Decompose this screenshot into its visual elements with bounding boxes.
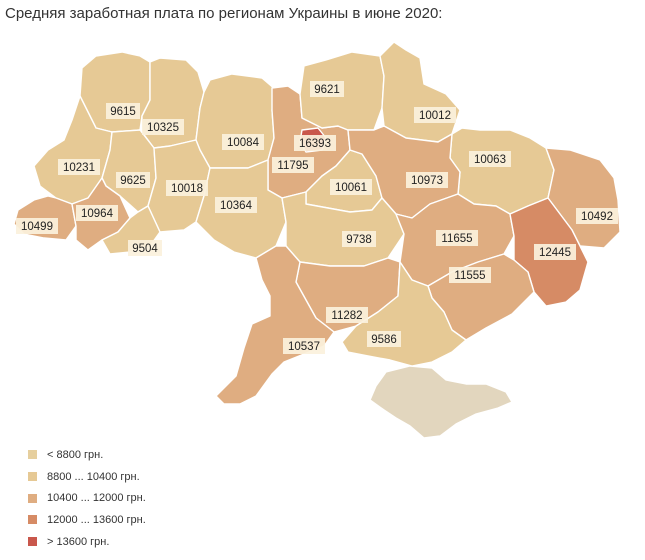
value-vinnytsia: 10364 bbox=[220, 200, 253, 212]
map-title: Средняя заработная плата по регионам Укр… bbox=[5, 5, 443, 22]
value-sumy: 10012 bbox=[419, 110, 451, 122]
label-vinnytsia: 10364 bbox=[215, 197, 257, 213]
label-luhansk: 10492 bbox=[576, 208, 618, 224]
value-chernivtsi: 9504 bbox=[132, 243, 158, 255]
value-mykolaiv: 11282 bbox=[331, 310, 362, 322]
legend-swatch bbox=[28, 493, 37, 503]
label-donetsk: 12445 bbox=[534, 244, 576, 260]
value-rivne: 10325 bbox=[147, 122, 179, 134]
value-cherkasy: 10061 bbox=[335, 182, 367, 194]
value-dnipropetrovsk: 11655 bbox=[441, 233, 472, 245]
value-odesa: 10537 bbox=[288, 341, 320, 353]
label-sumy: 10012 bbox=[414, 107, 456, 123]
label-zakarpattia: 10499 bbox=[16, 218, 58, 234]
ukraine-map: 9615 10325 10084 11795 16393 9621 10012 … bbox=[13, 41, 621, 439]
label-zaporizhzhia: 11555 bbox=[449, 267, 491, 283]
legend-label: > 13600 грн. bbox=[47, 535, 110, 548]
legend-swatch bbox=[28, 515, 37, 525]
legend-item: 10400 ... 12000 грн. bbox=[28, 487, 146, 509]
value-ternopil: 9625 bbox=[120, 175, 146, 187]
value-kyiv-oblast: 11795 bbox=[277, 160, 308, 172]
value-luhansk: 10492 bbox=[581, 211, 613, 223]
value-lviv: 10231 bbox=[63, 162, 95, 174]
value-kharkiv: 10063 bbox=[474, 154, 506, 166]
label-dnipropetrovsk: 11655 bbox=[436, 230, 478, 246]
label-rivne: 10325 bbox=[142, 119, 184, 135]
region-poltava[interactable] bbox=[347, 125, 461, 219]
label-kharkiv: 10063 bbox=[469, 151, 511, 167]
label-odesa: 10537 bbox=[283, 338, 325, 354]
label-kyiv-city: 16393 bbox=[294, 135, 336, 151]
label-zhytomyr: 10084 bbox=[222, 134, 264, 150]
value-ivano-frankivsk: 10964 bbox=[81, 208, 114, 220]
legend-swatch bbox=[28, 472, 37, 482]
label-volyn: 9615 bbox=[106, 103, 140, 119]
legend-label: 10400 ... 12000 грн. bbox=[47, 492, 146, 505]
region-odesa[interactable] bbox=[215, 245, 335, 405]
legend-item: < 8800 грн. bbox=[28, 444, 146, 466]
region-crimea[interactable] bbox=[369, 365, 513, 439]
legend-item: 8800 ... 10400 грн. bbox=[28, 466, 146, 488]
region-sumy[interactable] bbox=[379, 41, 461, 143]
value-khmelnytskyi: 10018 bbox=[171, 183, 203, 195]
legend-label: 8800 ... 10400 грн. bbox=[47, 470, 140, 483]
label-chernihiv: 9621 bbox=[310, 81, 344, 97]
label-kherson: 9586 bbox=[367, 331, 401, 347]
label-chernivtsi: 9504 bbox=[128, 240, 162, 256]
value-zhytomyr: 10084 bbox=[227, 137, 260, 149]
legend-item: 12000 ... 13600 грн. bbox=[28, 509, 146, 531]
label-kyiv-oblast: 11795 bbox=[272, 157, 314, 173]
label-lviv: 10231 bbox=[58, 159, 100, 175]
value-kirovohrad: 9738 bbox=[346, 234, 372, 246]
legend-label: 12000 ... 13600 грн. bbox=[47, 513, 146, 526]
value-donetsk: 12445 bbox=[539, 247, 571, 259]
label-cherkasy: 10061 bbox=[330, 179, 372, 195]
label-ivano-frankivsk: 10964 bbox=[76, 205, 118, 221]
value-zaporizhzhia: 11555 bbox=[454, 270, 485, 282]
value-volyn: 9615 bbox=[110, 106, 136, 118]
label-ternopil: 9625 bbox=[116, 172, 150, 188]
legend-swatch bbox=[28, 537, 37, 547]
legend: < 8800 грн. 8800 ... 10400 грн. 10400 ..… bbox=[28, 444, 146, 552]
value-kyiv-city: 16393 bbox=[299, 138, 331, 150]
label-kirovohrad: 9738 bbox=[342, 231, 376, 247]
label-mykolaiv: 11282 bbox=[326, 307, 368, 323]
value-chernihiv: 9621 bbox=[314, 84, 340, 96]
legend-item: > 13600 грн. bbox=[28, 531, 146, 553]
value-zakarpattia: 10499 bbox=[21, 221, 53, 233]
value-poltava: 10973 bbox=[411, 175, 443, 187]
legend-label: < 8800 грн. bbox=[47, 448, 104, 461]
region-zhytomyr[interactable] bbox=[195, 73, 277, 169]
legend-swatch bbox=[28, 450, 37, 460]
value-kherson: 9586 bbox=[371, 334, 397, 346]
label-poltava: 10973 bbox=[406, 172, 448, 188]
label-khmelnytskyi: 10018 bbox=[166, 180, 208, 196]
